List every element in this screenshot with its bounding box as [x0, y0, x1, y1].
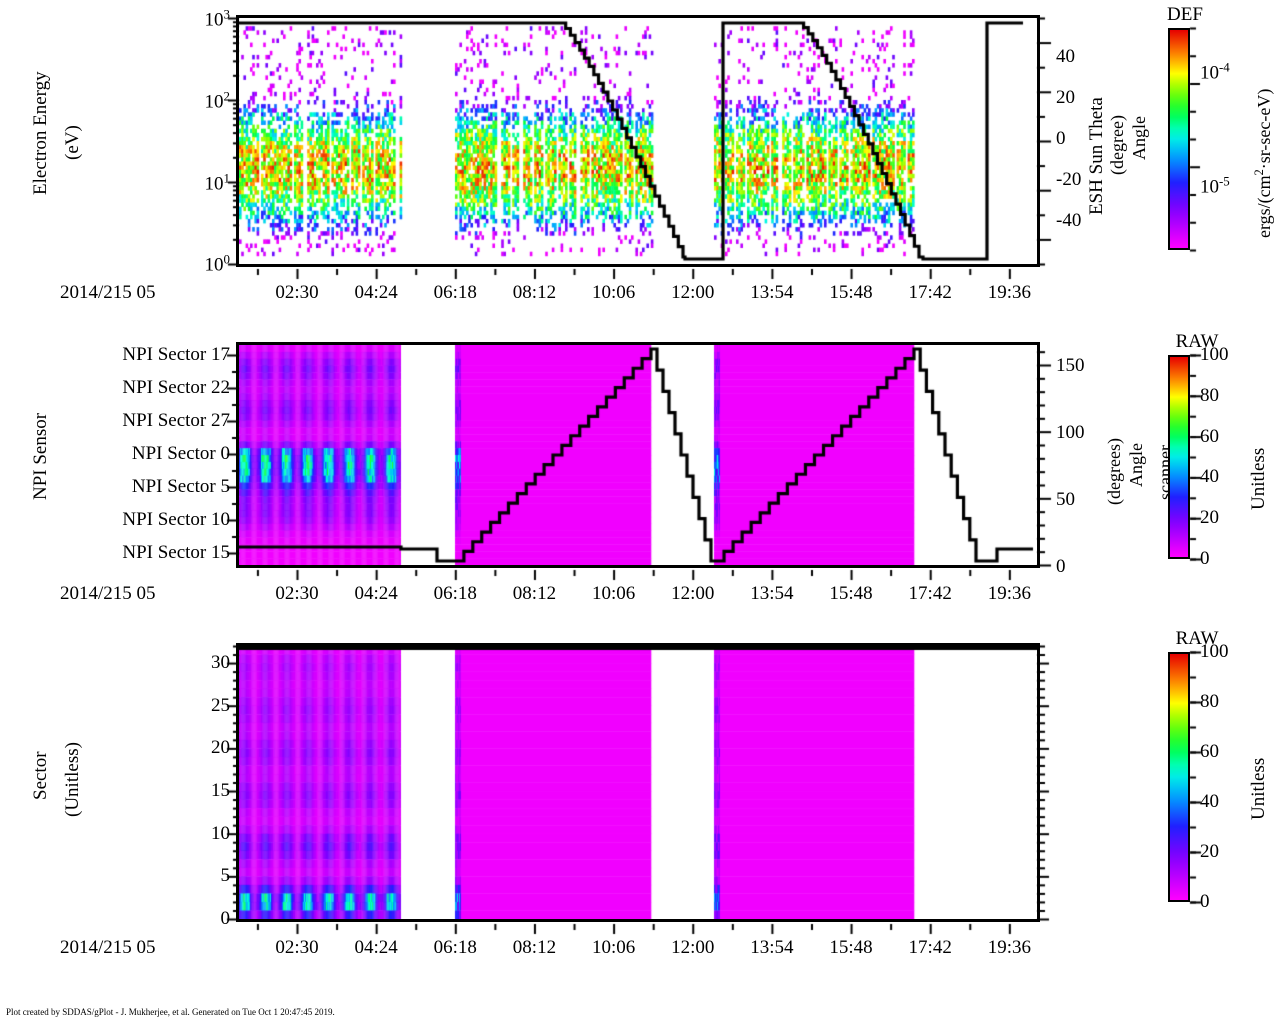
panel1-right-axis-outer-label: ESH Sun Theta [1086, 97, 1107, 215]
panel3-ytick-label: 30 [211, 652, 230, 674]
panel1-colorbar-label-1e-4: 10-4 [1200, 59, 1230, 84]
xtick-label: 17:42 [908, 937, 952, 958]
panel3-y-axis-units: (Unitless) [62, 742, 83, 817]
colorbar-tick-label: 20 [1200, 507, 1219, 529]
panel1-colorbar-label-1e-5: 10-5 [1200, 173, 1230, 198]
colorbar-tick-label: 80 [1200, 384, 1219, 406]
panel2-rtick-50: 50 [1056, 489, 1075, 510]
panel1-rtick-n40: -40 [1056, 210, 1082, 231]
panel3-ytick-label: 25 [211, 694, 230, 716]
panel2-right-axis-label: Angle [1126, 443, 1146, 487]
xtick-label: 04:24 [354, 937, 398, 958]
colorbar-tick-label: 40 [1200, 791, 1219, 812]
xtick-label: 10:06 [591, 937, 636, 958]
colorbar-tick-label: 0 [1200, 548, 1210, 569]
xtick-label: 12:00 [671, 937, 715, 958]
panel2-plot-area [239, 345, 1037, 565]
panel1-right-axis-label: Angle [1129, 116, 1149, 160]
xtick-label: 04:24 [354, 282, 398, 303]
xtick-label: 10:06 [591, 583, 636, 604]
xtick-label: 19:36 [987, 937, 1031, 958]
panel1-rtick-20: 20 [1056, 87, 1075, 108]
panel1-colorbar-unit: ergs/(cm2·sr-sec-eV) [1252, 88, 1274, 238]
panel2-x-start-label: 2014/215 05 [60, 583, 156, 604]
xtick-label: 02:30 [275, 282, 319, 303]
panel1-right-axis-units: (degree) [1107, 115, 1127, 175]
xtick-label: 06:18 [433, 282, 477, 303]
panel2-colorbar-unit: Unitless [1248, 447, 1269, 510]
panel3-ytick-label: 20 [211, 737, 230, 759]
xtick-label: 10:06 [591, 282, 636, 303]
panel2-rtick-0: 0 [1056, 556, 1066, 577]
xtick-label: 13:54 [750, 937, 794, 958]
xtick-label: 06:18 [433, 937, 477, 958]
xtick-label: 04:24 [354, 583, 398, 604]
colorbar-tick-label: 100 [1200, 641, 1229, 662]
panel3-ytick-label: 15 [211, 780, 230, 802]
panel3-colorbar [1168, 652, 1190, 902]
xtick-label: 19:36 [987, 282, 1031, 303]
panel3-ytick-label: 0 [220, 908, 231, 929]
panel2-right-axis-units: (degrees) [1104, 438, 1124, 505]
xtick-label: 15:48 [829, 282, 873, 303]
colorbar-tick-label: 80 [1200, 691, 1219, 712]
xtick-label: 19:36 [987, 583, 1031, 604]
panel2-ytick-label: NPI Sector 15 [122, 542, 230, 563]
xtick-label: 17:42 [908, 282, 952, 303]
panel1-y-axis-title: Electron Energy [30, 71, 51, 195]
panel1-ytick-1e2: 102 [204, 88, 230, 113]
panel2-ytick-label: NPI Sector 5 [131, 476, 230, 497]
panel1-x-start-label: 2014/215 05 [60, 282, 156, 303]
panel1-y-axis-units: (eV) [62, 125, 83, 160]
xtick-label: 12:00 [671, 583, 715, 604]
panel1-ytick-1e0: 100 [204, 251, 230, 276]
colorbar-tick-label: 60 [1200, 425, 1219, 447]
xtick-label: 02:30 [275, 937, 319, 958]
panel3-y-axis-title: Sector [30, 751, 51, 800]
figure-footer: Plot created by SDDAS/gPlot - J. Mukherj… [6, 1007, 335, 1017]
panel3-x-start-label: 2014/215 05 [60, 937, 156, 958]
xtick-label: 08:12 [512, 583, 557, 604]
panel2-ytick-label: NPI Sector 10 [122, 509, 230, 530]
panel1-rtick-0: 0 [1056, 128, 1066, 149]
colorbar-tick-label: 100 [1200, 344, 1229, 365]
panel2-ytick-label: NPI Sector 27 [122, 410, 230, 431]
panel1-colorbar-title: DEF [1167, 4, 1203, 25]
panel2-rtick-150: 150 [1056, 355, 1085, 376]
panel3-plot-area [239, 646, 1037, 919]
panel3-ytick-label: 5 [220, 865, 231, 887]
panel1-rtick-n20: -20 [1056, 169, 1082, 190]
xtick-label: 13:54 [750, 583, 794, 604]
xtick-label: 08:12 [512, 282, 557, 303]
panel2-colorbar [1168, 355, 1190, 559]
xtick-label: 12:00 [671, 282, 715, 303]
panel1-ytick-1e1: 101 [204, 170, 230, 195]
panel3-ytick-label: 10 [211, 822, 230, 844]
xtick-label: 15:48 [829, 583, 873, 604]
panel2-ytick-label: NPI Sector 17 [122, 344, 230, 365]
xtick-label: 02:30 [275, 583, 319, 604]
colorbar-tick-label: 20 [1200, 841, 1219, 862]
xtick-label: 13:54 [750, 282, 794, 303]
xtick-label: 17:42 [908, 583, 952, 604]
panel2-y-axis-title: NPI Sensor [30, 412, 51, 500]
panel2-rtick-100: 100 [1056, 422, 1085, 443]
panel2-ytick-label: NPI Sector 22 [122, 377, 230, 398]
panel2-ytick-label: NPI Sector 0 [131, 443, 230, 464]
xtick-label: 08:12 [512, 937, 557, 958]
colorbar-tick-label: 40 [1200, 466, 1219, 488]
panel1-plot-area [239, 18, 1037, 264]
xtick-label: 15:48 [829, 937, 873, 958]
colorbar-tick-label: 60 [1200, 741, 1219, 762]
xtick-label: 06:18 [433, 583, 477, 604]
colorbar-tick-label: 0 [1200, 891, 1210, 912]
panel1-colorbar [1168, 28, 1190, 250]
panel1-ytick-1e3: 103 [204, 6, 230, 31]
panel1-rtick-40: 40 [1056, 46, 1075, 67]
panel3-colorbar-unit: Unitless [1248, 757, 1269, 820]
